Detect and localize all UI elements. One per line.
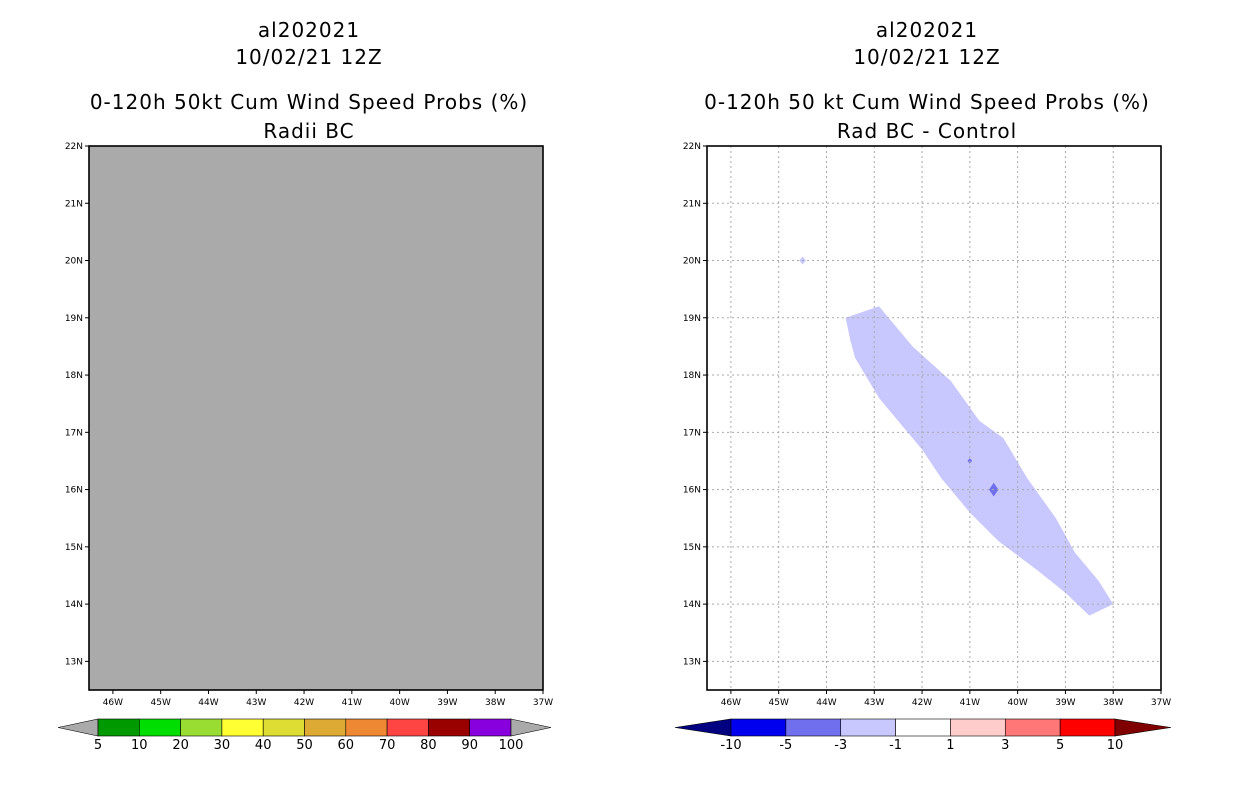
colorbar-swatch bbox=[139, 718, 181, 737]
y-tick-label: 15N bbox=[683, 543, 701, 553]
x-tick-label: 38W bbox=[485, 698, 505, 708]
contour-region bbox=[967, 458, 973, 464]
colorbar-swatch bbox=[304, 718, 347, 737]
left-chart: 46W 45W 44W 43W 42W 41W 40W 39W 38W 37W 13N 14N 15N 1… bbox=[57, 142, 553, 753]
x-tick-label: 37W bbox=[1151, 698, 1171, 708]
y-tick-label: 14N bbox=[65, 600, 83, 610]
colorbar-swatch bbox=[345, 718, 388, 737]
contour-region bbox=[845, 306, 1114, 616]
colorbar-low-arrow bbox=[674, 718, 732, 737]
colorbar-swatch bbox=[180, 718, 223, 737]
right-title-line-3: 0-120h 50 kt Cum Wind Speed Probs (%) bbox=[704, 90, 1150, 114]
colorbar-label: 60 bbox=[338, 738, 355, 753]
colorbar-swatch bbox=[895, 718, 951, 737]
y-tick-label: 19N bbox=[65, 314, 83, 324]
y-tick-label: 20N bbox=[683, 257, 701, 267]
left-panel: al202021 10/02/21 12Z 0-120h 50kt Cum Wi… bbox=[57, 18, 553, 753]
right-title-line-2: 10/02/21 12Z bbox=[853, 45, 1001, 69]
colorbar-label: 3 bbox=[1001, 738, 1009, 753]
colorbar-label: 90 bbox=[461, 738, 478, 753]
colorbar-label: -5 bbox=[779, 738, 792, 753]
colorbar-swatch bbox=[469, 718, 512, 737]
colorbar-label: 30 bbox=[214, 738, 231, 753]
colorbar-swatch bbox=[386, 718, 429, 737]
colorbar-swatch bbox=[840, 718, 896, 737]
x-tick-label: 41W bbox=[342, 698, 362, 708]
colorbar-label: 10 bbox=[1107, 738, 1124, 753]
right-title-line-4: Rad BC - Control bbox=[836, 119, 1018, 143]
x-tick-label: 42W bbox=[294, 698, 314, 708]
y-tick-label: 22N bbox=[683, 142, 701, 152]
colorbar-swatch bbox=[262, 718, 305, 737]
x-tick-label: 44W bbox=[816, 698, 836, 708]
colorbar-label: 5 bbox=[94, 738, 102, 753]
colorbar-label: 20 bbox=[172, 738, 189, 753]
plot-frame bbox=[88, 145, 544, 691]
colorbar-swatch bbox=[785, 718, 842, 737]
x-tick-label: 46W bbox=[103, 698, 123, 708]
colorbar-swatch bbox=[1059, 718, 1116, 737]
colorbar-label: 80 bbox=[420, 738, 437, 753]
colorbar-swatch bbox=[428, 718, 470, 737]
y-tick-label: 19N bbox=[683, 314, 701, 324]
right-title-line-1: al202021 bbox=[875, 18, 979, 42]
colorbar-swatch bbox=[97, 718, 140, 737]
x-tick-label: 42W bbox=[912, 698, 932, 708]
x-tick-label: 44W bbox=[198, 698, 218, 708]
x-tick-label: 43W bbox=[864, 698, 884, 708]
y-tick-label: 17N bbox=[65, 428, 83, 438]
colorbar-swatch bbox=[950, 718, 1006, 737]
right-panel: al202021 10/02/21 12Z 0-120h 50 kt Cum W… bbox=[618, 0, 1236, 800]
y-tick-label: 14N bbox=[683, 600, 701, 610]
y-tick-label: 22N bbox=[65, 142, 83, 152]
colorbar-label: 10 bbox=[131, 738, 148, 753]
colorbar-label: 100 bbox=[499, 738, 524, 753]
y-tick-label: 16N bbox=[683, 486, 701, 496]
x-tick-label: 38W bbox=[1103, 698, 1123, 708]
left-title-line-2: 10/02/21 12Z bbox=[235, 45, 383, 69]
x-tick-label: 46W bbox=[721, 698, 741, 708]
x-tick-label: 37W bbox=[533, 698, 553, 708]
colorbar-label: 70 bbox=[379, 738, 396, 753]
y-tick-label: 13N bbox=[65, 657, 83, 667]
y-tick-label: 18N bbox=[683, 371, 701, 381]
left-title-line-1: al202021 bbox=[257, 18, 361, 42]
x-tick-label: 41W bbox=[960, 698, 980, 708]
colorbar-swatch bbox=[730, 718, 787, 737]
x-tick-label: 43W bbox=[246, 698, 266, 708]
y-tick-label: 16N bbox=[65, 486, 83, 496]
plot-frame bbox=[706, 145, 1162, 691]
colorbar-high-arrow bbox=[1114, 718, 1172, 737]
colorbar-high-arrow bbox=[510, 718, 552, 737]
y-tick-label: 21N bbox=[683, 199, 701, 209]
y-tick-label: 20N bbox=[65, 257, 83, 267]
x-tick-label: 45W bbox=[769, 698, 789, 708]
y-tick-label: 15N bbox=[65, 543, 83, 553]
colorbar-label: -1 bbox=[889, 738, 902, 753]
colorbar-label: 5 bbox=[1056, 738, 1064, 753]
colorbar-label: 1 bbox=[946, 738, 954, 753]
colorbar-swatch bbox=[221, 718, 264, 737]
x-tick-label: 40W bbox=[389, 698, 409, 708]
left-title-line-3: 0-120h 50kt Cum Wind Speed Probs (%) bbox=[89, 90, 529, 114]
colorbar-low-arrow bbox=[57, 718, 99, 737]
x-tick-label: 39W bbox=[437, 698, 457, 708]
colorbar-label: 50 bbox=[296, 738, 313, 753]
y-tick-label: 21N bbox=[65, 199, 83, 209]
left-title-line-4: Radii BC bbox=[263, 119, 355, 143]
y-tick-label: 13N bbox=[683, 657, 701, 667]
y-tick-label: 18N bbox=[65, 371, 83, 381]
colorbar-label: -10 bbox=[720, 738, 741, 753]
x-tick-label: 45W bbox=[151, 698, 171, 708]
colorbar-swatch bbox=[1004, 718, 1061, 737]
colorbar-label: 40 bbox=[255, 738, 272, 753]
colorbar-label: -3 bbox=[834, 738, 847, 753]
x-tick-label: 39W bbox=[1055, 698, 1075, 708]
right-chart: 46W 45W 44W 43W 42W 41W 40W 39W 38W 37W 13N 14N 15N 1… bbox=[674, 142, 1172, 753]
plot-area bbox=[89, 146, 543, 690]
y-tick-label: 17N bbox=[683, 428, 701, 438]
x-tick-label: 40W bbox=[1007, 698, 1027, 708]
